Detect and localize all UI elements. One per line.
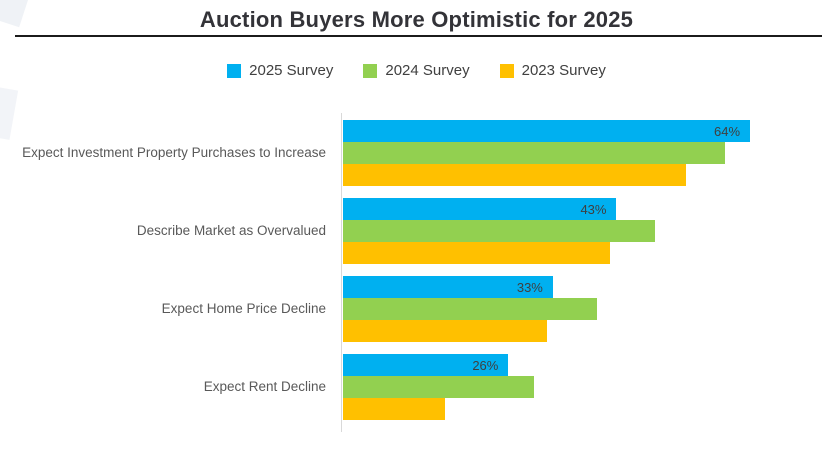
- bar-2023-survey[interactable]: [343, 242, 611, 264]
- bar-chart: Expect Investment Property Purchases to …: [0, 113, 833, 443]
- bar-groups: Expect Investment Property Purchases to …: [0, 120, 751, 432]
- bars: 43%: [343, 198, 655, 264]
- legend-item-2025-survey[interactable]: 2025 Survey: [227, 62, 333, 79]
- y-axis-line: [341, 113, 342, 432]
- category-label: Expect Rent Decline: [203, 378, 326, 394]
- category-label: Describe Market as Overvalued: [136, 222, 326, 238]
- bar-2023-survey[interactable]: [343, 398, 445, 420]
- bar-value-label: 33%: [516, 279, 543, 295]
- legend-label: 2024 Survey: [385, 62, 470, 79]
- page-title: Auction Buyers More Optimistic for 2025: [199, 7, 634, 32]
- bar-2025-survey[interactable]: 33%: [343, 276, 553, 298]
- bar-group: Expect Investment Property Purchases to …: [0, 120, 751, 186]
- legend: 2025 Survey 2024 Survey 2023 Survey: [0, 62, 833, 79]
- bar-2025-survey[interactable]: 26%: [343, 354, 509, 376]
- bar-group: Expect Home Price Decline 33%: [0, 276, 750, 342]
- legend-swatch-icon: [499, 63, 514, 78]
- legend-swatch-icon: [363, 63, 378, 78]
- bar-value-label: 64%: [714, 123, 741, 139]
- legend-item-2023-survey[interactable]: 2023 Survey: [499, 62, 606, 79]
- legend-label: 2023 Survey: [521, 62, 606, 79]
- bar-2023-survey[interactable]: [343, 320, 547, 342]
- bar-group: Expect Rent Decline 26%: [0, 354, 750, 420]
- category-label: Expect Investment Property Purchases to …: [22, 144, 326, 160]
- bar-2025-survey[interactable]: 64%: [343, 120, 751, 142]
- bar-2024-survey[interactable]: [343, 298, 598, 320]
- bar-group: Describe Market as Overvalued 43%: [0, 198, 750, 264]
- bar-2024-survey[interactable]: [343, 220, 655, 242]
- bar-2024-survey[interactable]: [343, 142, 725, 164]
- bars: 64%: [343, 120, 751, 186]
- bar-2023-survey[interactable]: [343, 164, 687, 186]
- legend-item-2024-survey[interactable]: 2024 Survey: [363, 62, 470, 79]
- bars: 26%: [343, 354, 534, 420]
- bar-2025-survey[interactable]: 43%: [343, 198, 617, 220]
- bar-value-label: 43%: [580, 201, 607, 217]
- bars: 33%: [343, 276, 598, 342]
- bar-value-label: 26%: [472, 357, 499, 373]
- title-divider: [15, 35, 822, 37]
- category-label: Expect Home Price Decline: [161, 300, 326, 316]
- legend-swatch-icon: [227, 63, 242, 78]
- bar-2024-survey[interactable]: [343, 376, 534, 398]
- legend-label: 2025 Survey: [249, 62, 334, 79]
